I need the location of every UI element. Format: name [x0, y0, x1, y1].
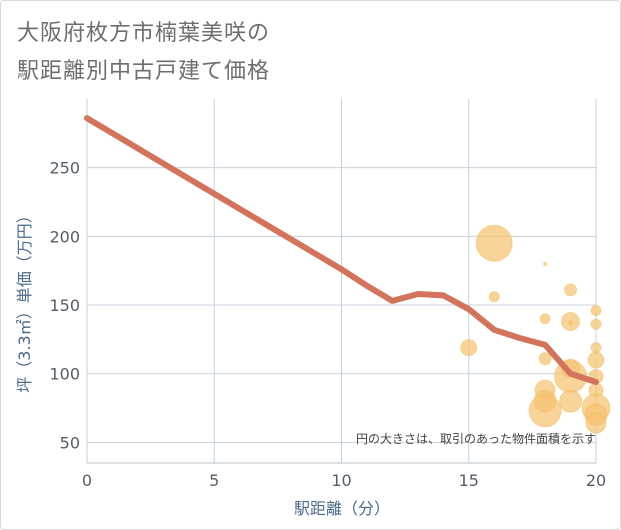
x-axis-title: 駅距離（分） [294, 499, 390, 518]
scatter-point [475, 224, 513, 262]
y-tick-label: 250 [49, 159, 80, 178]
x-tick-label: 15 [459, 471, 479, 490]
x-tick-label: 0 [82, 471, 92, 490]
x-tick-label: 5 [209, 471, 219, 490]
scatter-point [590, 342, 602, 354]
x-tick-label: 10 [331, 471, 351, 490]
bubble-layer [460, 224, 611, 434]
chart-title-line-1: 大阪府枚方市楠葉美咲の [17, 21, 271, 46]
y-tick-label: 100 [49, 365, 80, 384]
y-tick-label: 150 [49, 296, 80, 315]
scatter-point [559, 389, 583, 413]
y-tick-label: 50 [60, 433, 80, 452]
scatter-point [539, 313, 551, 325]
scatter-point [543, 261, 548, 266]
scatter-point [488, 291, 500, 303]
scatter-point [564, 283, 578, 297]
y-tick-label: 200 [49, 227, 80, 246]
scatter-point [538, 352, 552, 366]
scatter-point [528, 394, 562, 428]
scatter-point [568, 320, 574, 326]
trend-line [84, 115, 599, 385]
x-tick-label: 20 [586, 471, 606, 490]
tick-labels: 0 5 10 15 20 50 100 150 200 250 [49, 159, 606, 490]
grid [86, 99, 597, 464]
scatter-point [590, 318, 602, 330]
y-axis-title: 坪（3.3㎡）単価（万円） [15, 207, 34, 392]
line-layer [84, 115, 599, 385]
scatter-point [585, 412, 607, 434]
scatter-point [460, 339, 478, 357]
scatter-point [587, 351, 605, 369]
scatter-point [590, 305, 602, 317]
size-legend-note: 円の大きさは、取引のあった物件面積を示す [356, 431, 596, 446]
chart-title-line-2: 駅距離別中古戸建て価格 [17, 59, 271, 84]
